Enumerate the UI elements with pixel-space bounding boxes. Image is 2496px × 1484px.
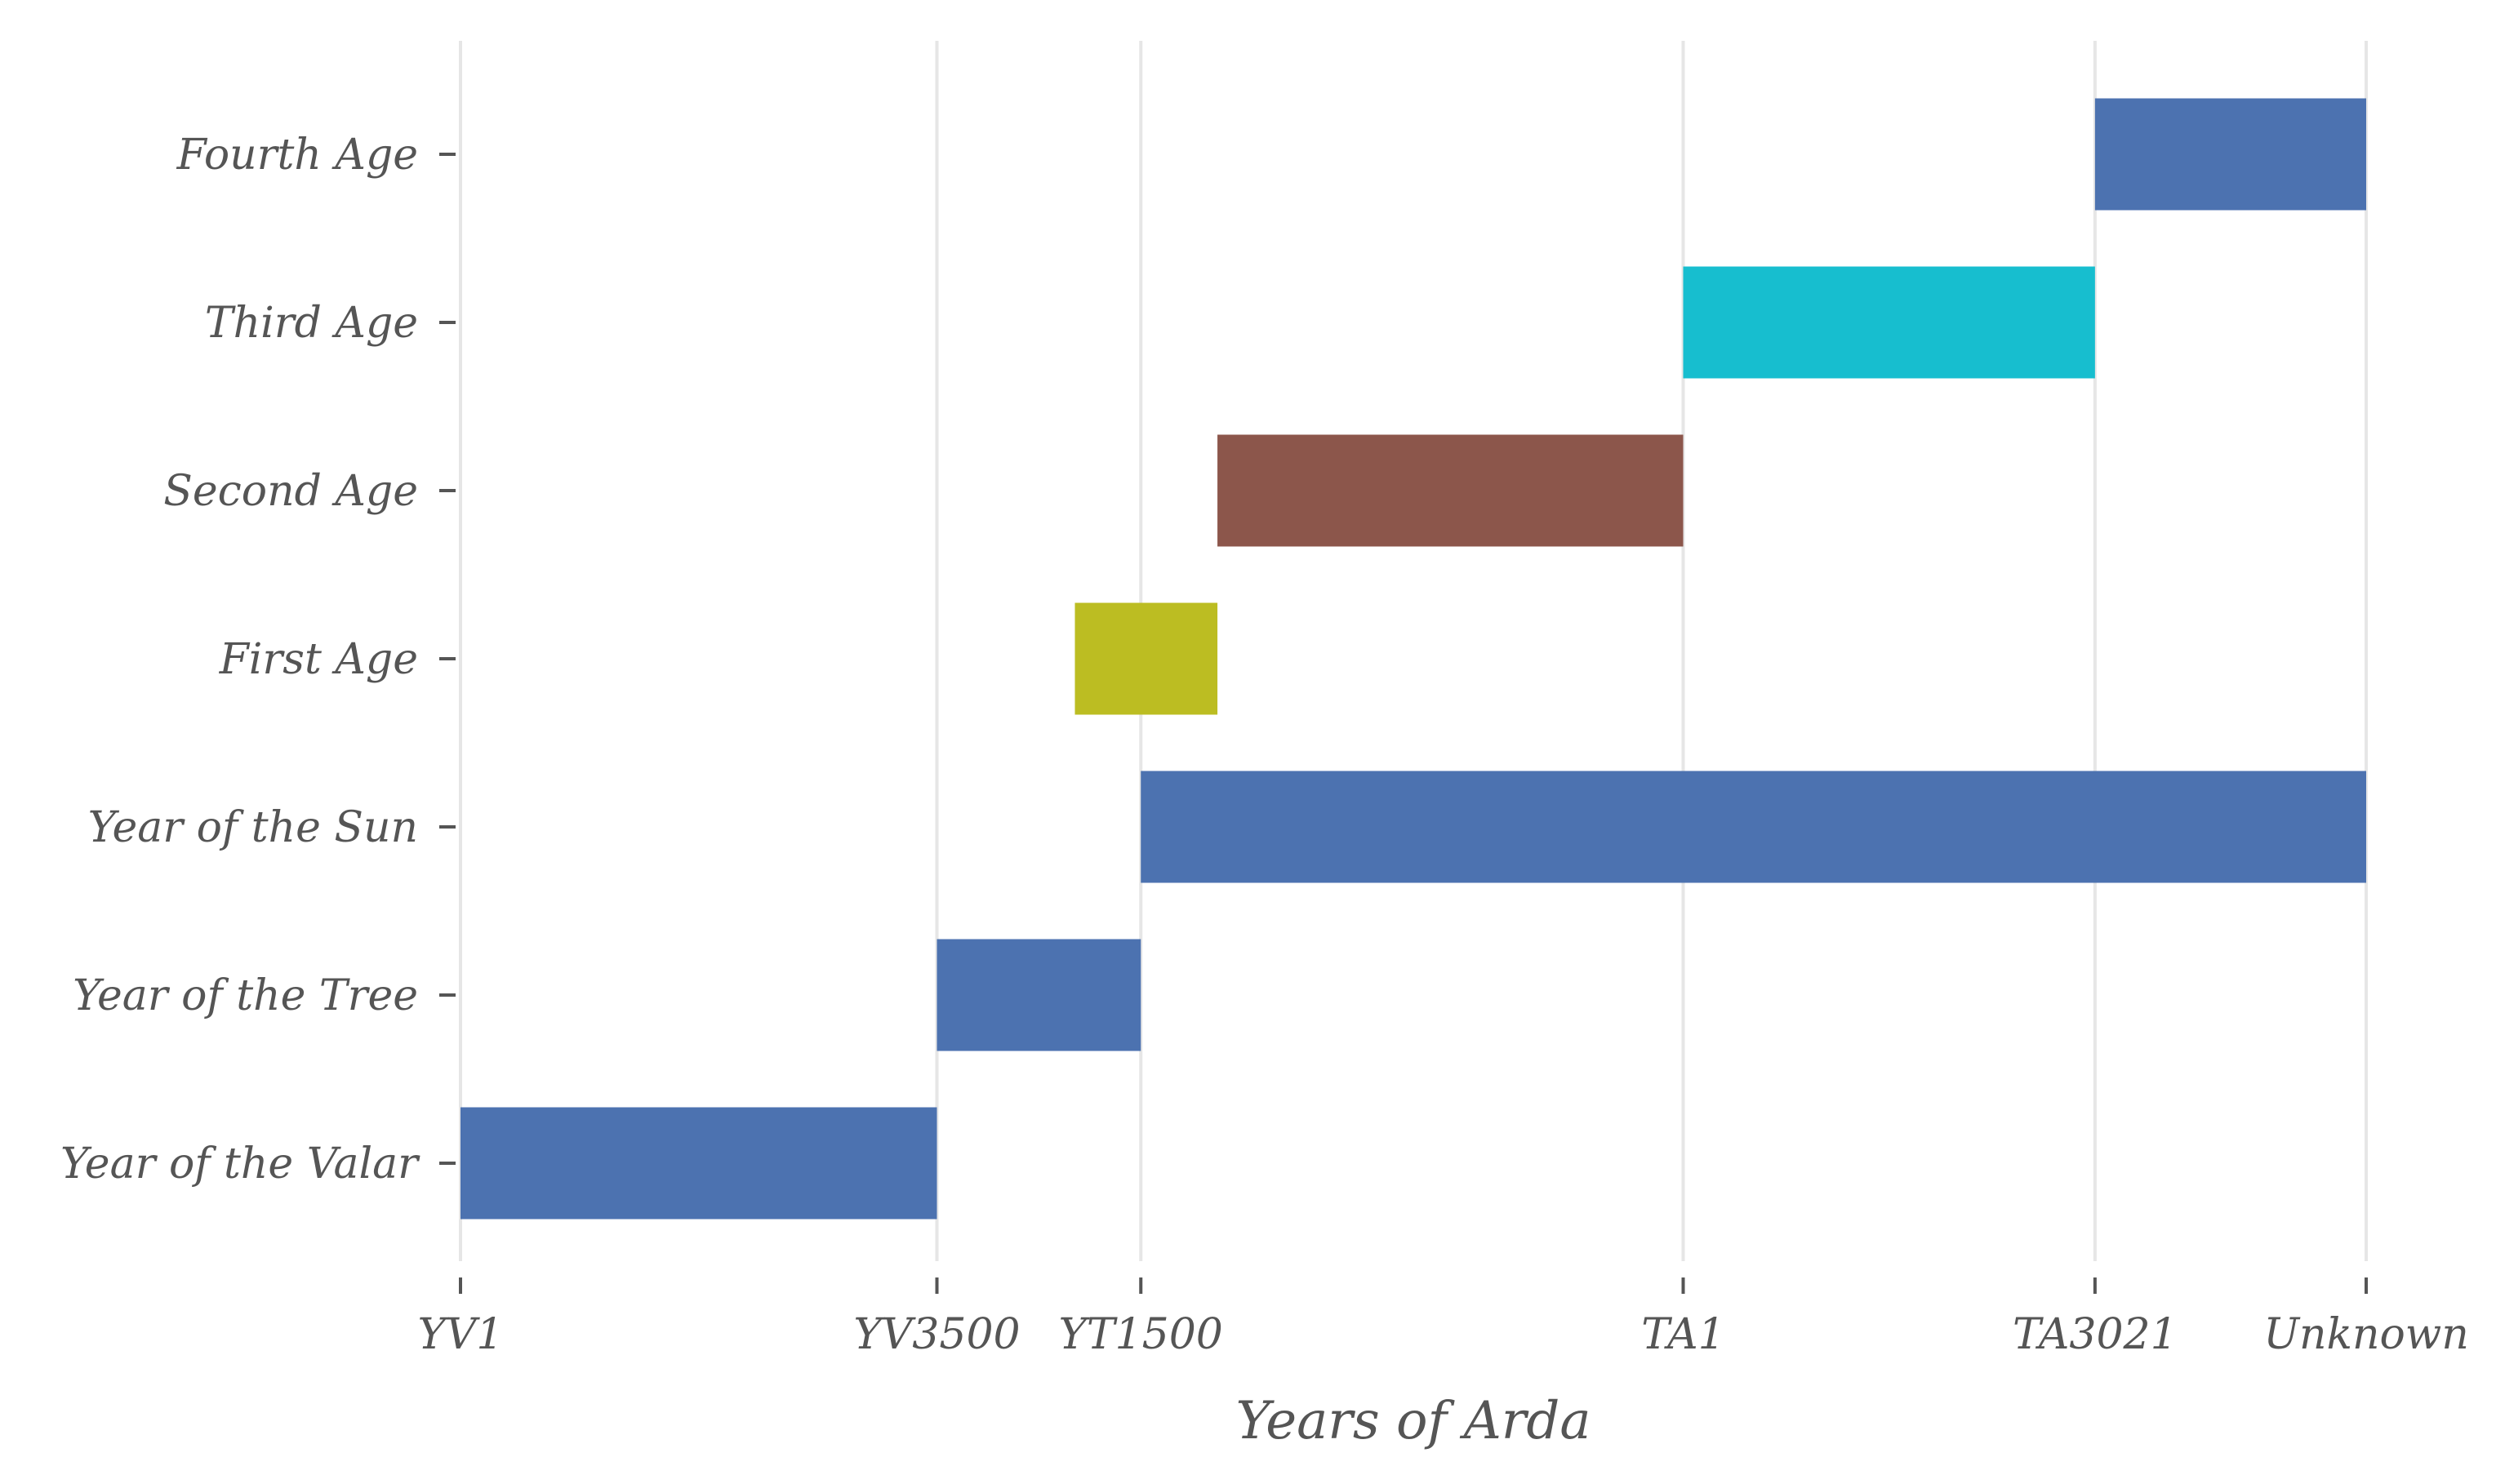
bar-second-age	[1217, 434, 1684, 547]
y-category-label: Year of the Tree	[73, 971, 418, 1020]
y-category-label: Year of the Valar	[60, 1140, 420, 1189]
x-tick-label: TA3021	[2013, 1310, 2178, 1359]
bar-third-age	[1683, 266, 2095, 379]
y-axis: Year of the Valar Year of the Tree Year of…	[60, 131, 456, 1189]
bar-first-age	[1074, 602, 1218, 715]
grid-lines	[459, 41, 2368, 1261]
bar-year-of-the-valar	[460, 1107, 937, 1220]
y-category-label: Second Age	[163, 467, 418, 516]
y-category-label: Fourth Age	[176, 131, 418, 180]
y-category-label: Year of the Sun	[88, 803, 418, 852]
x-tick-label: YV3500	[853, 1310, 1020, 1359]
bar-year-of-the-tree	[937, 939, 1141, 1051]
x-tick-label: Unknown	[2263, 1310, 2469, 1359]
x-axis-title: Years of Arda	[1236, 1391, 1591, 1451]
y-category-label: Third Age	[205, 299, 418, 348]
x-tick-label: TA1	[1641, 1310, 1724, 1359]
x-axis: YV1 YV3500 YT1500 TA1 TA3021 Unknown	[418, 1277, 2469, 1359]
y-category-label: First Age	[219, 635, 418, 684]
bar-fourth-age	[2094, 98, 2366, 211]
bar-year-of-the-sun	[1141, 771, 2366, 883]
bars	[460, 98, 2366, 1220]
x-tick-label: YV1	[418, 1310, 504, 1359]
x-tick-label: YT1500	[1059, 1310, 1223, 1359]
